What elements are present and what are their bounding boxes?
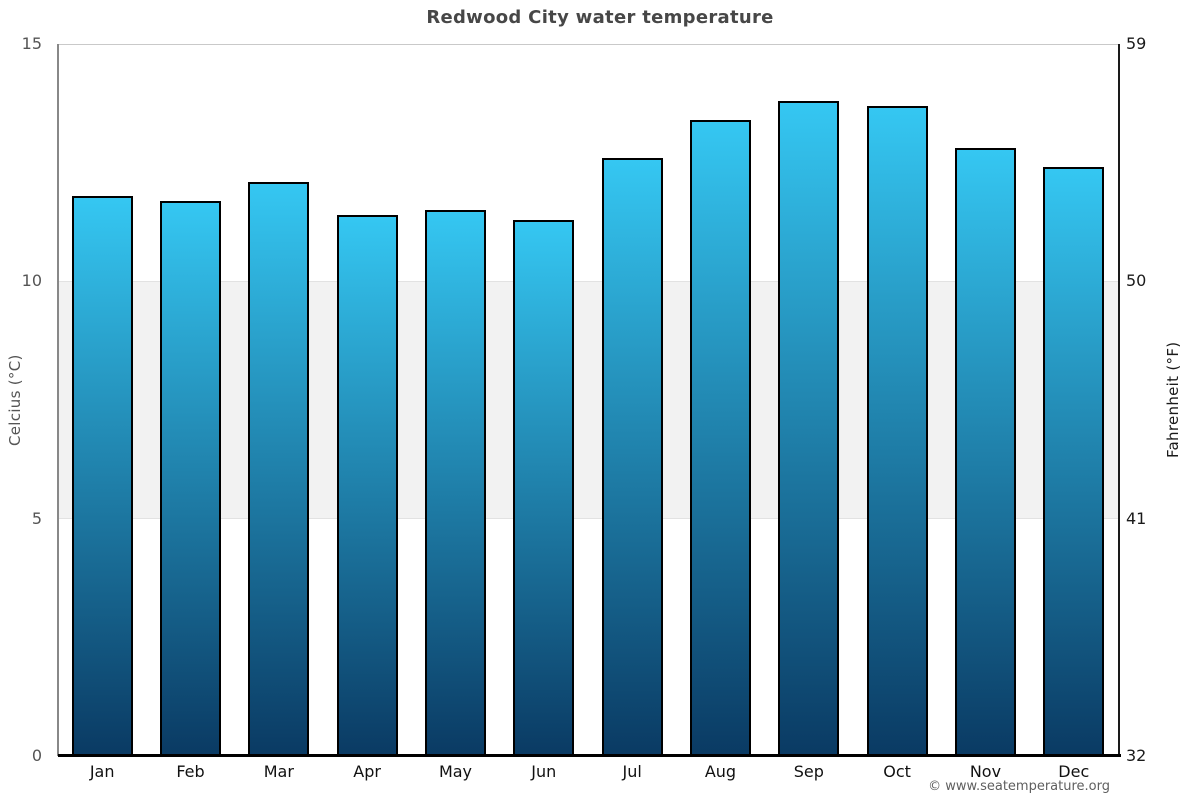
bar-jun (513, 219, 575, 756)
y-tick-celsius-15: 15 (21, 34, 42, 53)
x-tick-label-dec: Dec (1058, 762, 1090, 781)
x-tick-label-jun: Jun (531, 762, 557, 781)
bar-aug (689, 119, 751, 756)
bars-container (58, 44, 1118, 756)
bar-nov (954, 148, 1016, 756)
x-tick-label-nov: Nov (969, 762, 1002, 781)
plot-area (57, 44, 1121, 757)
x-tick-label-jan: Jan (89, 762, 115, 781)
x-ticks-months: Jan Feb Mar Apr May Jun Jul Aug Sep Oct Nov Dec (58, 762, 1118, 781)
x-tick-label-may: May (438, 762, 473, 781)
y-tick-celsius-0: 0 (31, 746, 42, 765)
bar-slot-mar (235, 44, 323, 756)
chart-title: Redwood City water temperature (426, 7, 774, 28)
bar-slot-oct (853, 44, 941, 756)
bar-may (424, 210, 486, 756)
bar-jul (601, 157, 663, 756)
bar-slot-nov (941, 44, 1029, 756)
bar-oct (866, 105, 928, 756)
bar-slot-jan (58, 44, 146, 756)
y-tick-celsius-10: 10 (21, 271, 42, 291)
y-tick-fahrenheit-50: 50 (1126, 271, 1147, 291)
bar-slot-sep (765, 44, 853, 756)
bar-slot-aug (676, 44, 764, 756)
x-tick-label-aug: Aug (704, 762, 737, 781)
y-axis-line-right (1118, 44, 1120, 756)
x-tick-label-feb: Feb (176, 762, 205, 781)
x-tick-label-sep: Sep (793, 762, 824, 781)
x-tick-label-apr: Apr (353, 762, 381, 781)
y-ticks-celsius: 15 10 5 0 (0, 36, 50, 764)
bar-apr (336, 214, 398, 756)
y-tick-fahrenheit-32: 32 (1126, 746, 1147, 765)
bar-slot-may (411, 44, 499, 756)
bar-slot-apr (323, 44, 411, 756)
bar-slot-jul (588, 44, 676, 756)
y-tick-fahrenheit-59: 59 (1126, 34, 1147, 53)
y-axis-line-left (57, 44, 59, 756)
y-tick-fahrenheit-41: 41 (1126, 508, 1147, 528)
x-tick-label-mar: Mar (263, 762, 294, 781)
y-ticks-fahrenheit: 59 50 41 32 (1126, 36, 1186, 764)
x-tick-label-jul: Jul (622, 762, 642, 781)
x-tick-label-oct: Oct (883, 762, 911, 781)
bar-jan (71, 195, 133, 756)
bar-feb (159, 200, 221, 756)
bar-sep (778, 100, 840, 756)
copyright-notice: © www.seatemperature.org (928, 779, 1110, 794)
grid-band-5-10 (58, 281, 1118, 519)
gridline-15 (58, 44, 1118, 45)
bar-dec (1043, 167, 1105, 756)
bar-mar (248, 181, 310, 756)
bar-slot-jun (500, 44, 588, 756)
y-tick-celsius-5: 5 (31, 508, 42, 528)
bar-slot-dec (1030, 44, 1118, 756)
x-axis-line (58, 754, 1121, 757)
bar-slot-feb (146, 44, 234, 756)
